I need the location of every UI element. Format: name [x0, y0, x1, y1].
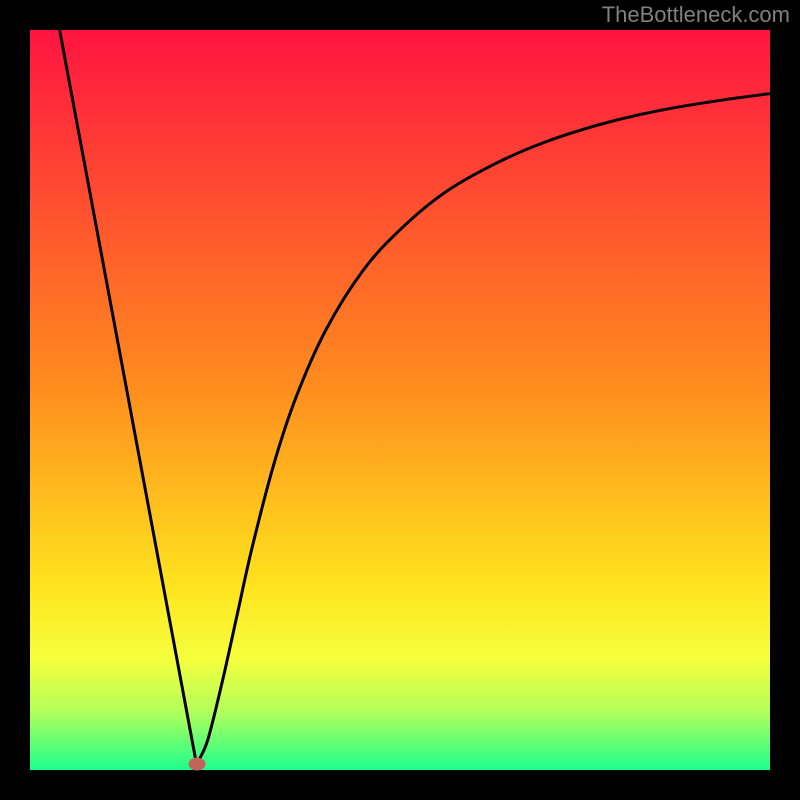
chart-container: TheBottleneck.com — [0, 0, 800, 800]
minimum-marker — [188, 758, 205, 771]
bottleneck-curve — [60, 30, 770, 764]
watermark-text: TheBottleneck.com — [602, 2, 790, 28]
plot-area — [30, 30, 770, 770]
curve-svg — [30, 30, 770, 770]
